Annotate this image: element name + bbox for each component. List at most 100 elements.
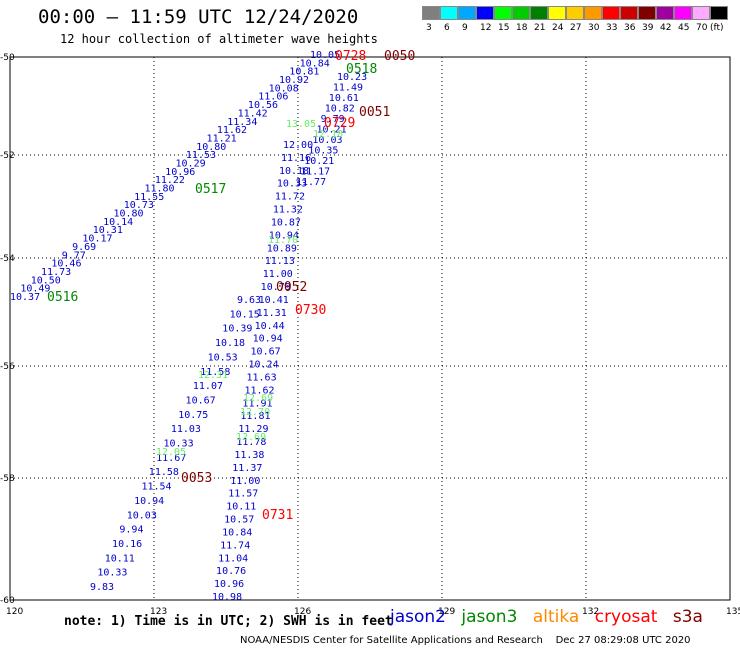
wave-height-value: 10.82 bbox=[325, 104, 355, 115]
legend-swatch bbox=[584, 6, 602, 20]
wave-height-value: 11.06 bbox=[258, 92, 288, 103]
pass-time-label: 0731 bbox=[262, 508, 293, 523]
wave-height-value: 11.78 bbox=[236, 437, 266, 448]
wave-height-value: 10.18 bbox=[279, 166, 309, 177]
pass-time-label: 0051 bbox=[359, 105, 390, 120]
wave-height-value: 10.61 bbox=[329, 93, 359, 104]
legend-swatch bbox=[548, 6, 566, 20]
wave-height-value: 11.62 bbox=[244, 385, 274, 396]
wave-height-value: 10.50 bbox=[31, 275, 61, 286]
wave-height-value: 11.03 bbox=[171, 424, 201, 435]
wave-height-value-high: 12.05 bbox=[156, 447, 186, 458]
legend-swatch bbox=[674, 6, 692, 20]
wave-height-value: 11.34 bbox=[227, 117, 257, 128]
sat-s3a: s3a bbox=[672, 607, 703, 627]
wave-height-value: 11.13 bbox=[265, 256, 295, 267]
x-tick-label: 126 bbox=[294, 607, 311, 617]
legend-swatch bbox=[494, 6, 512, 20]
pass-time-label: 0050 bbox=[384, 49, 415, 64]
wave-height-value: 10.57 bbox=[224, 515, 254, 526]
plot-frame bbox=[9, 56, 731, 601]
credit-line: NOAA/NESDIS Center for Satellite Applica… bbox=[240, 635, 691, 646]
wave-height-value: 11.31 bbox=[257, 308, 287, 319]
wave-height-value: 10.16 bbox=[112, 539, 142, 550]
wave-height-value: 11.57 bbox=[228, 489, 258, 500]
legend-swatch bbox=[638, 6, 656, 20]
legend-label: 15 bbox=[498, 23, 510, 33]
legend-swatch bbox=[440, 6, 458, 20]
wave-height-value: 11.00 bbox=[263, 269, 293, 280]
wave-height-value: 10.94 bbox=[269, 230, 299, 241]
wave-height-value: 10.87 bbox=[271, 217, 301, 228]
wave-height-value: 11.32 bbox=[273, 205, 303, 216]
footnote: note: 1) Time is in UTC; 2) SWH is in fe… bbox=[64, 614, 393, 629]
wave-height-value: 11.91 bbox=[242, 398, 272, 409]
wave-height-value-high: 13.05 bbox=[286, 119, 316, 130]
wave-height-value: 10.49 bbox=[20, 284, 50, 295]
wave-height-value: 10.80 bbox=[113, 209, 143, 220]
pass-time-label: 0516 bbox=[47, 290, 78, 305]
legend-unit: (ft) bbox=[710, 23, 724, 33]
legend-label: 42 bbox=[660, 23, 672, 33]
wave-height-value: 11.29 bbox=[238, 424, 268, 435]
wave-height-value: 11.80 bbox=[144, 184, 174, 195]
wave-height-value: 10.76 bbox=[216, 566, 246, 577]
wave-height-value: 12.00 bbox=[283, 140, 313, 151]
wave-height-value: 11.72 bbox=[275, 192, 305, 203]
wave-height-value: 10.14 bbox=[103, 217, 133, 228]
legend-swatch bbox=[602, 6, 620, 20]
wave-height-value: 9.83 bbox=[90, 582, 114, 593]
wave-height-value: 10.98 bbox=[212, 592, 242, 603]
wave-height-value: 9.77 bbox=[62, 250, 86, 261]
legend-label: 12 bbox=[480, 23, 492, 33]
wave-height-value: 10.11 bbox=[226, 502, 256, 513]
wave-height-value: 11.54 bbox=[141, 482, 171, 493]
wave-height-value: 11.49 bbox=[333, 83, 363, 94]
wave-height-value: 10.29 bbox=[176, 158, 206, 169]
wave-height-value: 11.00 bbox=[230, 476, 260, 487]
legend-swatch bbox=[656, 6, 674, 20]
wave-height-value: 10.96 bbox=[214, 579, 244, 590]
wave-height-value-high: 12.69 bbox=[243, 393, 273, 404]
legend-swatch bbox=[422, 6, 440, 20]
legend-swatch bbox=[710, 6, 728, 20]
x-tick-label: 135 bbox=[726, 607, 740, 617]
sat-jason3: jason3 bbox=[461, 607, 518, 627]
wave-height-value: 10.21 bbox=[304, 156, 334, 167]
pass-time-label: 0052 bbox=[276, 280, 307, 295]
wave-height-value: 10.35 bbox=[308, 146, 338, 157]
legend-label: 21 bbox=[534, 23, 546, 33]
wave-height-value: 11.16 bbox=[281, 153, 311, 164]
wave-height-value: 11.74 bbox=[220, 540, 250, 551]
wave-height-value: 9.69 bbox=[72, 242, 96, 253]
wave-height-value: 11.58 bbox=[149, 467, 179, 478]
wave-height-value: 11.37 bbox=[232, 463, 262, 474]
legend-label: 9 bbox=[462, 23, 468, 33]
wave-height-value: 11.55 bbox=[134, 192, 164, 203]
y-tick-label: -52 bbox=[0, 151, 15, 161]
wave-height-value: 10.79 bbox=[261, 282, 291, 293]
wave-height-value: 11.58 bbox=[200, 367, 230, 378]
pass-time-label: 0728 bbox=[335, 49, 366, 64]
wave-height-value: 10.75 bbox=[178, 410, 208, 421]
wave-height-value: 10.41 bbox=[259, 295, 289, 306]
wave-height-value: 10.21 bbox=[317, 125, 347, 136]
wave-height-value: 10.89 bbox=[267, 243, 297, 254]
wave-height-value: 10.18 bbox=[215, 338, 245, 349]
wave-height-value: 10.23 bbox=[337, 72, 367, 83]
legend-label: 24 bbox=[552, 23, 564, 33]
y-tick-label: -58 bbox=[0, 474, 15, 484]
page-subtitle: 12 hour collection of altimeter wave hei… bbox=[60, 32, 378, 46]
wave-height-value: 10.44 bbox=[255, 321, 285, 332]
wave-height-value: 11.07 bbox=[193, 381, 223, 392]
wave-height-value: 9.79 bbox=[321, 114, 345, 125]
legend-label: 18 bbox=[516, 23, 528, 33]
wave-height-value: 10.92 bbox=[279, 75, 309, 86]
pass-time-label: 0729 bbox=[324, 116, 355, 131]
sat-cryosat: cryosat bbox=[594, 607, 658, 627]
wave-height-value: 11.53 bbox=[186, 150, 216, 161]
wave-height-value: 11.62 bbox=[217, 125, 247, 136]
wave-height-value: 11.38 bbox=[234, 450, 264, 461]
legend-label: 39 bbox=[642, 23, 654, 33]
